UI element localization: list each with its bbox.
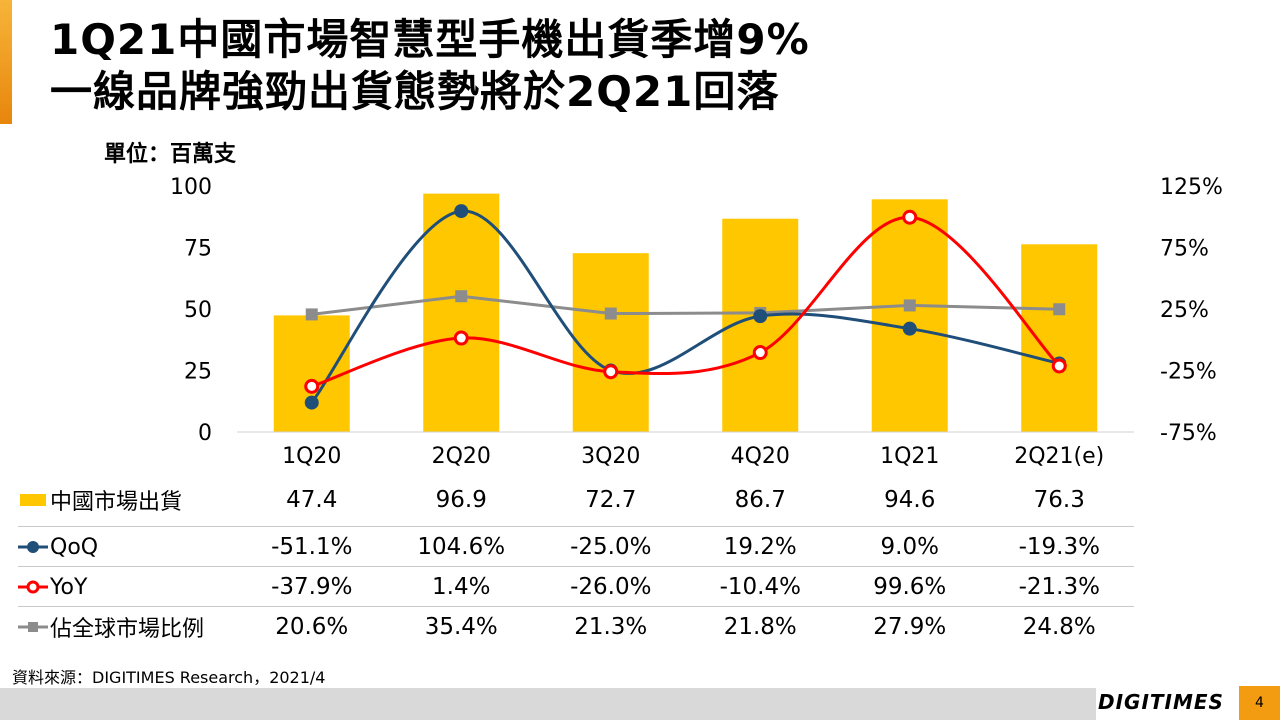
yoy-point [304, 378, 320, 394]
table-cell: -19.3% [1018, 534, 1100, 560]
yoy-point [603, 364, 619, 380]
table-cell: 19.2% [723, 534, 797, 560]
right-axis-tick: 25% [1160, 298, 1209, 323]
yoy-point [453, 330, 469, 346]
table-row: 佔全球市場比例 20.6% 35.4% 21.3% 21.8% 27.9% 24.8% [18, 607, 1134, 647]
share-point [1053, 303, 1066, 316]
table-cell: 9.0% [880, 534, 939, 560]
brand-logo: DIGITIMES [1098, 690, 1224, 714]
bar-3q20 [572, 253, 649, 432]
legend-label: 中國市場出貨 [50, 490, 183, 515]
bar-2q20 [423, 193, 500, 432]
category-label: 4Q20 [731, 444, 790, 469]
table-cell: 1.4% [432, 574, 491, 600]
table-cell: -26.0% [570, 574, 652, 600]
bar-1q20 [273, 315, 350, 432]
table-cell: 24.8% [1022, 614, 1096, 640]
legend-qoq: QoQ [18, 527, 98, 567]
unit-label: 單位：百萬支 [104, 142, 237, 167]
yoy-point [902, 209, 918, 225]
category-label: 2Q20 [432, 444, 491, 469]
legend-global-share: 佔全球市場比例 [18, 607, 204, 647]
bar-1q21 [871, 199, 948, 432]
table-cell: 21.3% [574, 614, 648, 640]
legend-label: 佔全球市場比例 [50, 617, 205, 642]
title-accent-bar [0, 0, 12, 124]
title-line-2: 一線品牌強勁出貨態勢將於2Q21回落 [50, 67, 780, 116]
combo-chart: 0 25 50 75 100 -75% -25% 25% 75% 125% 1Q20 2Q20 3Q20… [170, 175, 1223, 469]
right-axis-tick: -25% [1160, 360, 1217, 385]
source-note: 資料來源：DIGITIMES Research，2021/4 [12, 668, 326, 687]
footer-bar [0, 688, 1096, 720]
table-cell: 47.4 [286, 487, 338, 513]
left-axis-tick: 25 [184, 360, 212, 385]
legend-shipments: 中國市場出貨 [18, 480, 182, 520]
category-label: 1Q20 [282, 444, 341, 469]
left-axis-tick: 0 [198, 421, 212, 446]
legend-marker-icon [18, 489, 48, 511]
share-point [455, 290, 468, 303]
title-line-1: 1Q21中國市場智慧型手機出貨季增9% [50, 15, 810, 64]
category-label: 2Q21(e) [1014, 444, 1104, 469]
left-axis-tick: 75 [184, 237, 212, 262]
page-number: 4 [1239, 686, 1280, 720]
table-row-divider [18, 606, 1134, 607]
table-cell: 35.4% [424, 614, 498, 640]
qoq-point [753, 309, 768, 324]
left-axis-tick: 100 [170, 175, 212, 200]
right-axis-tick: 75% [1160, 237, 1209, 262]
right-axis-tick: -75% [1160, 421, 1217, 446]
yoy-point [752, 345, 768, 361]
left-axis-tick: 50 [184, 298, 212, 323]
qoq-point [902, 321, 917, 336]
table-cell: -51.1% [271, 534, 353, 560]
legend-label: YoY [50, 574, 88, 600]
slide-title: 1Q21中國市場智慧型手機出貨季增9% 一線品牌強勁出貨態勢將於2Q21回落 [50, 14, 810, 118]
table-cell: -10.4% [719, 574, 801, 600]
table-cell: 96.9 [435, 487, 487, 513]
table-cell: 20.6% [275, 614, 349, 640]
table-cell: 94.6 [884, 487, 936, 513]
table-row-divider [18, 566, 1134, 567]
table-row-divider [18, 526, 1134, 527]
share-point [903, 299, 916, 312]
legend-marker-icon [18, 616, 48, 638]
legend-label: QoQ [50, 534, 99, 560]
right-axis-tick: 125% [1160, 175, 1223, 200]
table-cell: -25.0% [570, 534, 652, 560]
bar-2q21(e) [1021, 244, 1098, 432]
yoy-point [1051, 358, 1067, 374]
table-cell: 76.3 [1033, 487, 1085, 513]
share-line [311, 294, 1060, 316]
table-cell: -21.3% [1018, 574, 1100, 600]
table-row: QoQ -51.1% 104.6% -25.0% 19.2% 9.0% -19.3% [18, 527, 1134, 567]
share-point [305, 308, 318, 321]
legend-marker-icon [18, 536, 48, 558]
qoq-point [454, 204, 469, 219]
category-label: 1Q21 [880, 444, 939, 469]
table-cell: 72.7 [585, 487, 637, 513]
category-label: 3Q20 [581, 444, 640, 469]
table-cell: 21.8% [723, 614, 797, 640]
table-row: YoY -37.9% 1.4% -26.0% -10.4% 99.6% -21.3% [18, 567, 1134, 607]
share-point [604, 307, 617, 320]
table-cell: 104.6% [417, 534, 506, 560]
table-cell: 86.7 [734, 487, 786, 513]
qoq-point [304, 395, 319, 410]
table-row: 中國市場出貨 47.4 96.9 72.7 86.7 94.6 76.3 [18, 480, 1134, 520]
table-cell: 99.6% [873, 574, 947, 600]
table-cell: -37.9% [271, 574, 353, 600]
legend-yoy: YoY [18, 567, 87, 607]
legend-marker-icon [18, 576, 48, 598]
table-cell: 27.9% [873, 614, 947, 640]
